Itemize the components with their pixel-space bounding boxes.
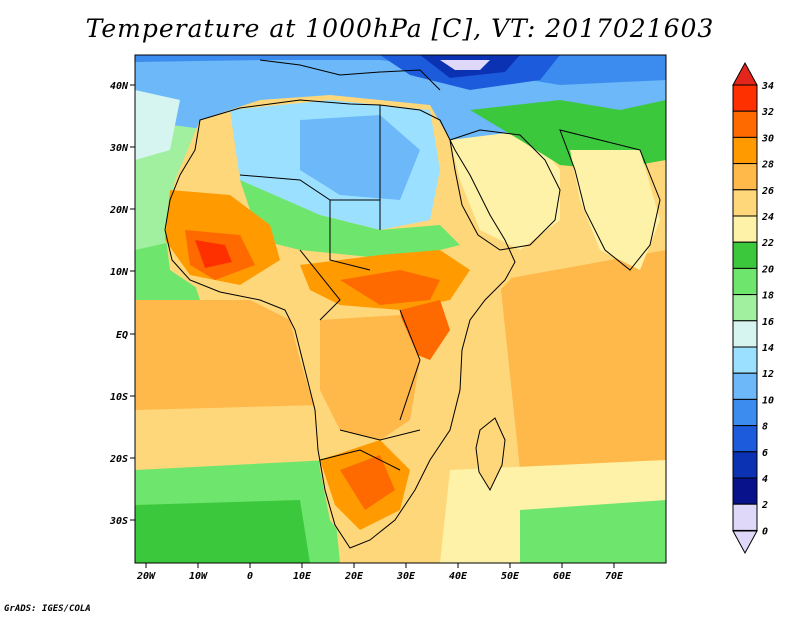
lon-label-60e: 60E: [553, 571, 572, 582]
colorbar-box: [732, 163, 758, 191]
colorbar-box: [732, 189, 758, 217]
lat-label-30n: 30N: [109, 143, 129, 154]
colorbar-box: [732, 215, 758, 243]
colorbar-label: 4: [762, 474, 768, 485]
lat-label-30s: 30S: [109, 516, 128, 527]
colorbar-label: 14: [762, 343, 774, 354]
map-frame: [134, 54, 667, 564]
colorbar-box: [732, 110, 758, 138]
lon-label-0: 0: [247, 571, 253, 582]
colorbar-box: [732, 267, 758, 296]
coastlines: [164, 59, 661, 549]
lon-label-70e: 70E: [605, 571, 624, 582]
colorbar-box: [732, 477, 758, 505]
colorbar-under-triangle: [732, 530, 758, 555]
temperature-field: [135, 55, 666, 563]
colorbar-box: [732, 84, 758, 112]
lon-label-10e: 10E: [293, 571, 312, 582]
colorbar-label: 18: [762, 291, 774, 302]
colorbar-label: 6: [762, 448, 768, 459]
colorbar-label: 32: [761, 107, 774, 118]
colorbar-box: [732, 451, 758, 479]
colorbar-box: [732, 136, 758, 165]
colorbar-label: 20: [761, 264, 774, 275]
colorbar-label: 12: [762, 369, 774, 380]
colorbar-label: 28: [761, 160, 774, 171]
colorbar-label: 0: [762, 526, 768, 537]
lat-label-20n: 20N: [109, 205, 129, 216]
lat-label-eq: EQ: [116, 330, 128, 341]
colorbar-box: [732, 425, 758, 453]
colorbar-box: [732, 320, 758, 348]
colorbar-label: 30: [761, 133, 774, 144]
colorbar-label: 26: [761, 186, 774, 197]
lon-label-10w: 10W: [189, 571, 208, 582]
lat-label-20s: 20S: [109, 454, 128, 465]
lon-label-20w: 20W: [136, 571, 156, 582]
colorbar-box: [732, 372, 758, 400]
lat-label-10s: 10S: [110, 392, 128, 403]
longitude-axis: 20W 10W 0 10E 20E 30E 40E 50E 60E 70E: [136, 563, 624, 582]
lat-label-10n: 10N: [110, 267, 129, 278]
grads-credit: GrADS: IGES/COLA: [4, 604, 91, 614]
lat-label-40n: 40N: [110, 81, 129, 92]
colorbar-over-triangle: [732, 61, 758, 86]
lon-label-30e: 30E: [396, 571, 416, 582]
colorbar-label: 2: [761, 500, 768, 511]
colorbar-label: 16: [762, 317, 774, 328]
colorbar-box: [732, 503, 758, 531]
colorbar-box: [732, 398, 758, 427]
latitude-axis: 40N 30N 20N 10N EQ 10S 20S 30S: [109, 81, 135, 527]
colorbar-label: 24: [761, 212, 774, 223]
map-title: Temperature at 1000hPa [C], VT: 20170216…: [85, 14, 715, 43]
colorbar-box: [732, 346, 758, 374]
colorbar-label: 22: [761, 238, 774, 249]
colorbar-boxes: [732, 84, 758, 531]
colorbar-box: [732, 241, 758, 269]
colorbar-label: 8: [762, 422, 768, 433]
colorbar-label: 34: [761, 81, 774, 92]
lon-label-40e: 40E: [449, 571, 468, 582]
lon-label-50e: 50E: [501, 571, 520, 582]
lon-label-20e: 20E: [344, 571, 364, 582]
colorbar-box: [732, 294, 758, 322]
colorbar-label: 10: [762, 395, 774, 406]
